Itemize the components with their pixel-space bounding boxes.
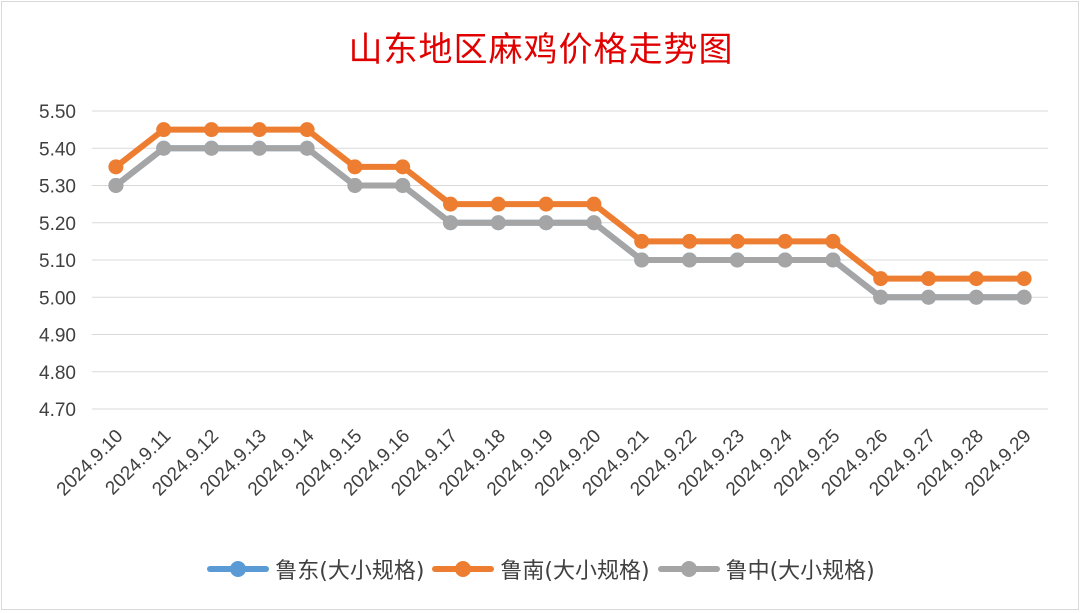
data-point — [204, 122, 219, 138]
data-point — [921, 289, 936, 305]
data-point — [299, 122, 315, 138]
data-point — [1016, 271, 1032, 287]
y-tick-label: 5.20 — [39, 214, 76, 235]
gridlines — [92, 110, 1048, 410]
data-point — [108, 178, 124, 193]
data-point — [538, 215, 554, 231]
data-point — [777, 233, 793, 249]
y-tick-label: 5.30 — [39, 177, 76, 198]
legend-item: 鲁南(大小规格) — [432, 553, 650, 585]
data-point — [251, 122, 267, 138]
data-point — [156, 140, 172, 156]
data-point — [395, 178, 411, 193]
legend-swatch — [657, 558, 720, 580]
data-point — [825, 233, 841, 249]
legend-label: 鲁中(大小规格) — [725, 559, 875, 584]
data-point — [490, 215, 506, 231]
y-axis-ticks: 4.70 4.80 4.90 5.00 5.10 5.20 5.30 5.40 5.50 — [39, 102, 76, 421]
data-point — [682, 252, 697, 268]
series-3 — [108, 140, 1032, 305]
data-point — [395, 159, 411, 175]
data-point — [825, 252, 841, 268]
data-point — [299, 140, 315, 156]
data-point — [968, 271, 984, 287]
y-tick-label: 5.10 — [39, 251, 76, 272]
data-point — [1016, 289, 1032, 305]
data-point — [921, 271, 936, 287]
data-point — [156, 122, 172, 138]
chart-title: 山东地区麻鸡价格走势图 — [348, 30, 734, 70]
data-point — [443, 196, 458, 212]
data-point — [490, 196, 506, 212]
y-tick-label: 5.50 — [39, 102, 76, 123]
y-tick-label: 4.70 — [39, 400, 76, 421]
data-point — [729, 233, 745, 249]
series-layer — [108, 122, 1032, 305]
data-point — [108, 159, 124, 175]
data-point — [729, 252, 745, 268]
legend: 鲁东(大小规格) 鲁南(大小规格) 鲁中(大小规格) — [0, 553, 1082, 585]
data-point — [586, 196, 602, 212]
series-line — [112, 126, 1028, 282]
data-point — [634, 252, 650, 268]
series-line — [112, 145, 1028, 301]
data-point — [777, 252, 793, 268]
legend-label: 鲁东(大小规格) — [275, 559, 425, 584]
data-point — [682, 233, 697, 249]
data-point — [968, 289, 984, 305]
data-point — [873, 289, 889, 305]
y-tick-label: 5.00 — [39, 288, 76, 309]
data-point — [443, 215, 458, 231]
data-point — [251, 140, 267, 156]
y-tick-label: 5.40 — [39, 139, 76, 160]
x-axis-ticks: 2024.9.102024.9.112024.9.122024.9.132024… — [53, 425, 1036, 500]
y-tick-label: 4.90 — [39, 326, 76, 347]
legend-item: 鲁东(大小规格) — [207, 553, 424, 585]
legend-label: 鲁南(大小规格) — [500, 559, 650, 584]
data-point — [586, 215, 602, 231]
legend-item: 鲁中(大小规格) — [657, 553, 875, 585]
data-point — [347, 178, 363, 193]
data-point — [347, 159, 363, 175]
data-point — [634, 233, 650, 249]
data-point — [538, 196, 554, 212]
y-tick-label: 4.80 — [39, 363, 76, 384]
data-point — [873, 271, 889, 287]
series-2 — [108, 122, 1032, 287]
legend-swatch — [432, 558, 495, 580]
legend-swatch — [207, 558, 270, 580]
data-point — [204, 140, 219, 156]
